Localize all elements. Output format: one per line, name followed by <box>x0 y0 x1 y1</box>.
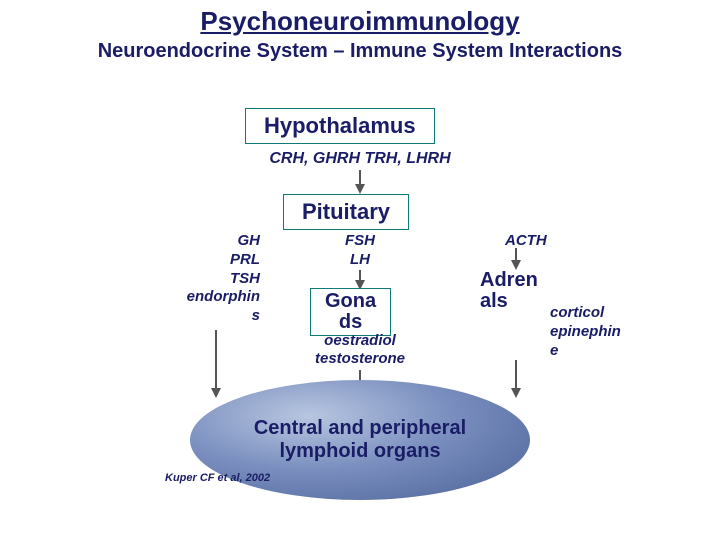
node-pituitary: Pituitary <box>283 194 409 230</box>
label-corticol: corticol epinephin e <box>550 304 680 360</box>
arrow-line-left <box>215 330 217 390</box>
node-hypothalamus: Hypothalamus <box>245 108 435 144</box>
label-left-hormones: GH PRL TSH endorphin s <box>130 232 260 326</box>
label-mid-hormones: FSH LH <box>300 232 420 270</box>
page-title: Psychoneuroimmunology <box>0 6 720 37</box>
arrow-head-left <box>211 388 221 398</box>
node-gonads: Gona ds <box>310 288 391 336</box>
arrow-head-right <box>511 388 521 398</box>
label-oestradiol: oestradiol testosterone <box>275 332 445 368</box>
citation-text: Kuper CF et al, 2002 <box>165 472 270 484</box>
node-adrenals: Adren als <box>470 268 548 314</box>
page-subtitle: Neuroendocrine System – Immune System In… <box>0 40 720 63</box>
diagram-canvas: Psychoneuroimmunology Neuroendocrine Sys… <box>0 0 720 540</box>
label-hypothalamus-hormones: CRH, GHRH TRH, LHRH <box>0 150 720 168</box>
arrow-head-1 <box>355 184 365 194</box>
lymphoid-label: Central and peripheral lymphoid organs <box>220 417 500 463</box>
label-acth: ACTH <box>505 232 605 249</box>
arrow-line-right <box>515 360 517 390</box>
